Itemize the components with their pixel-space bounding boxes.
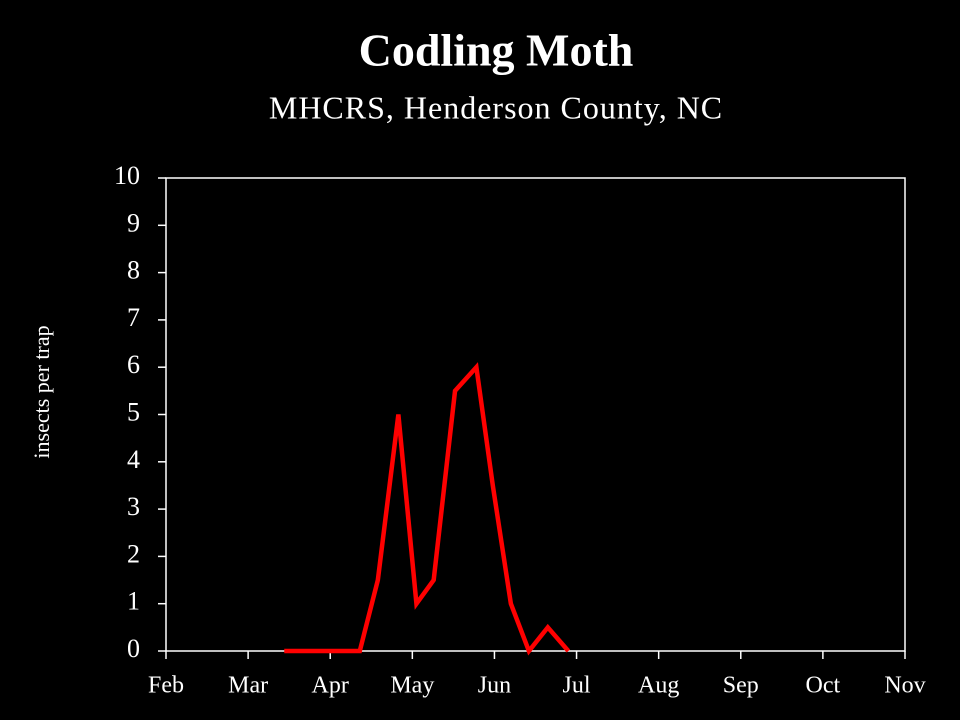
chart-subtitle: MHCRS, Henderson County, NC (269, 89, 723, 125)
y-tick-label: 0 (127, 634, 140, 663)
data-line (284, 362, 571, 656)
y-tick-label: 5 (127, 397, 140, 426)
y-tick-label: 4 (127, 445, 140, 474)
x-tick-label: Sep (723, 673, 759, 699)
x-tick-label: Apr (312, 673, 349, 699)
y-tick-label: 6 (127, 350, 140, 379)
y-tick-label: 1 (127, 587, 140, 616)
y-tick-label: 3 (127, 492, 140, 521)
y-tick-label: 8 (127, 256, 140, 285)
y-tick-label: 9 (127, 208, 140, 237)
x-tick-label: May (390, 673, 434, 699)
chart-title: Codling Moth (359, 25, 634, 76)
y-tick-label: 10 (114, 161, 140, 190)
x-tick-label: Aug (638, 673, 679, 699)
x-tick-label: Oct (806, 673, 841, 699)
x-tick-label: Mar (228, 673, 268, 699)
x-tick-label: Jul (563, 673, 591, 699)
y-axis-label: insects per trap (29, 325, 54, 458)
x-tick-label: Jun (478, 673, 511, 699)
x-tick-label: Nov (884, 673, 925, 699)
x-tick-label: Feb (148, 673, 184, 699)
y-tick-label: 7 (127, 303, 140, 332)
y-tick-label: 2 (127, 539, 140, 568)
